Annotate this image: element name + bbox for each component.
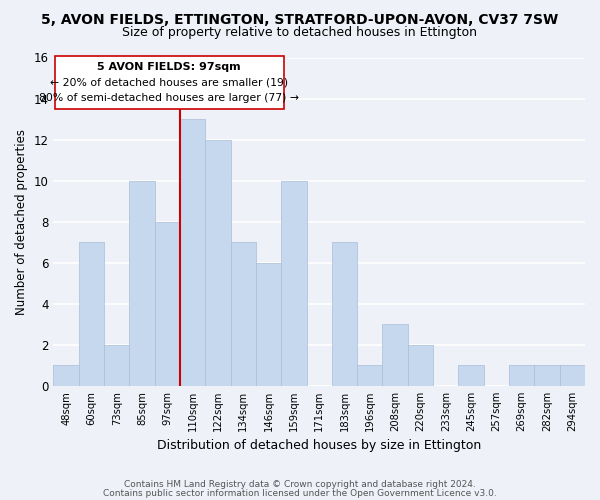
Bar xyxy=(230,242,256,386)
Text: 5 AVON FIELDS: 97sqm: 5 AVON FIELDS: 97sqm xyxy=(97,62,241,72)
Bar xyxy=(408,345,433,386)
Bar xyxy=(205,140,230,386)
Text: 5, AVON FIELDS, ETTINGTON, STRATFORD-UPON-AVON, CV37 7SW: 5, AVON FIELDS, ETTINGTON, STRATFORD-UPO… xyxy=(41,12,559,26)
Bar xyxy=(332,242,357,386)
Text: Contains HM Land Registry data © Crown copyright and database right 2024.: Contains HM Land Registry data © Crown c… xyxy=(124,480,476,489)
Bar xyxy=(130,180,155,386)
Bar xyxy=(357,366,382,386)
Text: Size of property relative to detached houses in Ettington: Size of property relative to detached ho… xyxy=(122,26,478,39)
Bar xyxy=(180,119,205,386)
Text: Contains public sector information licensed under the Open Government Licence v3: Contains public sector information licen… xyxy=(103,489,497,498)
Bar xyxy=(509,366,535,386)
Bar xyxy=(535,366,560,386)
Bar xyxy=(281,180,307,386)
Bar xyxy=(256,263,281,386)
Bar xyxy=(155,222,180,386)
Bar xyxy=(382,324,408,386)
Text: ← 20% of detached houses are smaller (19): ← 20% of detached houses are smaller (19… xyxy=(50,78,288,88)
Bar xyxy=(104,345,130,386)
Text: 80% of semi-detached houses are larger (77) →: 80% of semi-detached houses are larger (… xyxy=(39,92,299,102)
X-axis label: Distribution of detached houses by size in Ettington: Distribution of detached houses by size … xyxy=(157,440,481,452)
FancyBboxPatch shape xyxy=(55,56,284,109)
Y-axis label: Number of detached properties: Number of detached properties xyxy=(15,128,28,314)
Bar xyxy=(53,366,79,386)
Bar xyxy=(458,366,484,386)
Bar xyxy=(79,242,104,386)
Bar xyxy=(560,366,585,386)
